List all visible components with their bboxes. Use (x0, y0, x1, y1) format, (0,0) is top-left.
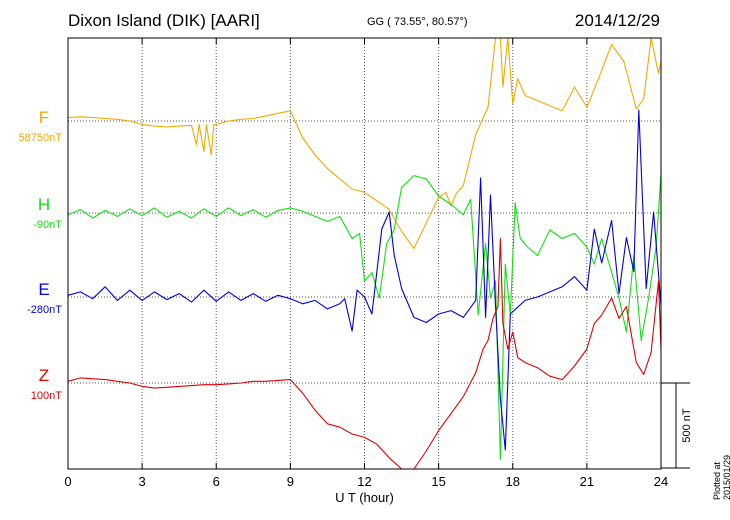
channel-label-f: F (39, 108, 49, 127)
channel-labels: F 58750nT H -90nT E -280nT Z 100nT (19, 108, 63, 402)
x-tick-label: 24 (654, 474, 668, 489)
series-layer (67, 37, 662, 470)
x-tick-label: 18 (506, 474, 520, 489)
chart-date: 2014/12/29 (574, 11, 660, 30)
x-tick-label: 12 (357, 474, 371, 489)
scale-bar: 500 nT (661, 382, 693, 469)
plotted-at-note: Plotted at 2015/01/29 01:30 UT (712, 454, 730, 500)
series-line-h (67, 173, 662, 461)
x-tick-label: 9 (287, 474, 294, 489)
channel-label-e: E (38, 280, 49, 299)
x-tick-label: 6 (213, 474, 220, 489)
series-line-e (67, 109, 662, 451)
channel-label-z: Z (39, 366, 49, 385)
x-tick-label: 0 (64, 474, 71, 489)
channel-baseline-e: -280nT (27, 304, 62, 316)
channel-label-h: H (38, 195, 50, 214)
series-line-f (67, 37, 662, 250)
grid-lines (68, 38, 661, 469)
x-axis-title: U T (hour) (335, 490, 394, 505)
station-coords: GG ( 73.55°, 80.57°) (367, 16, 468, 28)
channel-baseline-h: -90nT (33, 219, 62, 231)
station-title: Dixon Island (DIK) [AARI] (68, 11, 260, 30)
channel-baseline-f: 58750nT (19, 132, 63, 144)
x-tick-label: 15 (431, 474, 445, 489)
x-tick-label: 21 (580, 474, 594, 489)
series-line-z (67, 237, 662, 470)
x-axis: 0 3 6 9 12 15 18 21 24 U T (hour) (64, 38, 668, 505)
scale-bar-label: 500 nT (681, 408, 693, 443)
channel-baseline-z: 100nT (31, 390, 62, 402)
x-tick-label: 3 (139, 474, 146, 489)
